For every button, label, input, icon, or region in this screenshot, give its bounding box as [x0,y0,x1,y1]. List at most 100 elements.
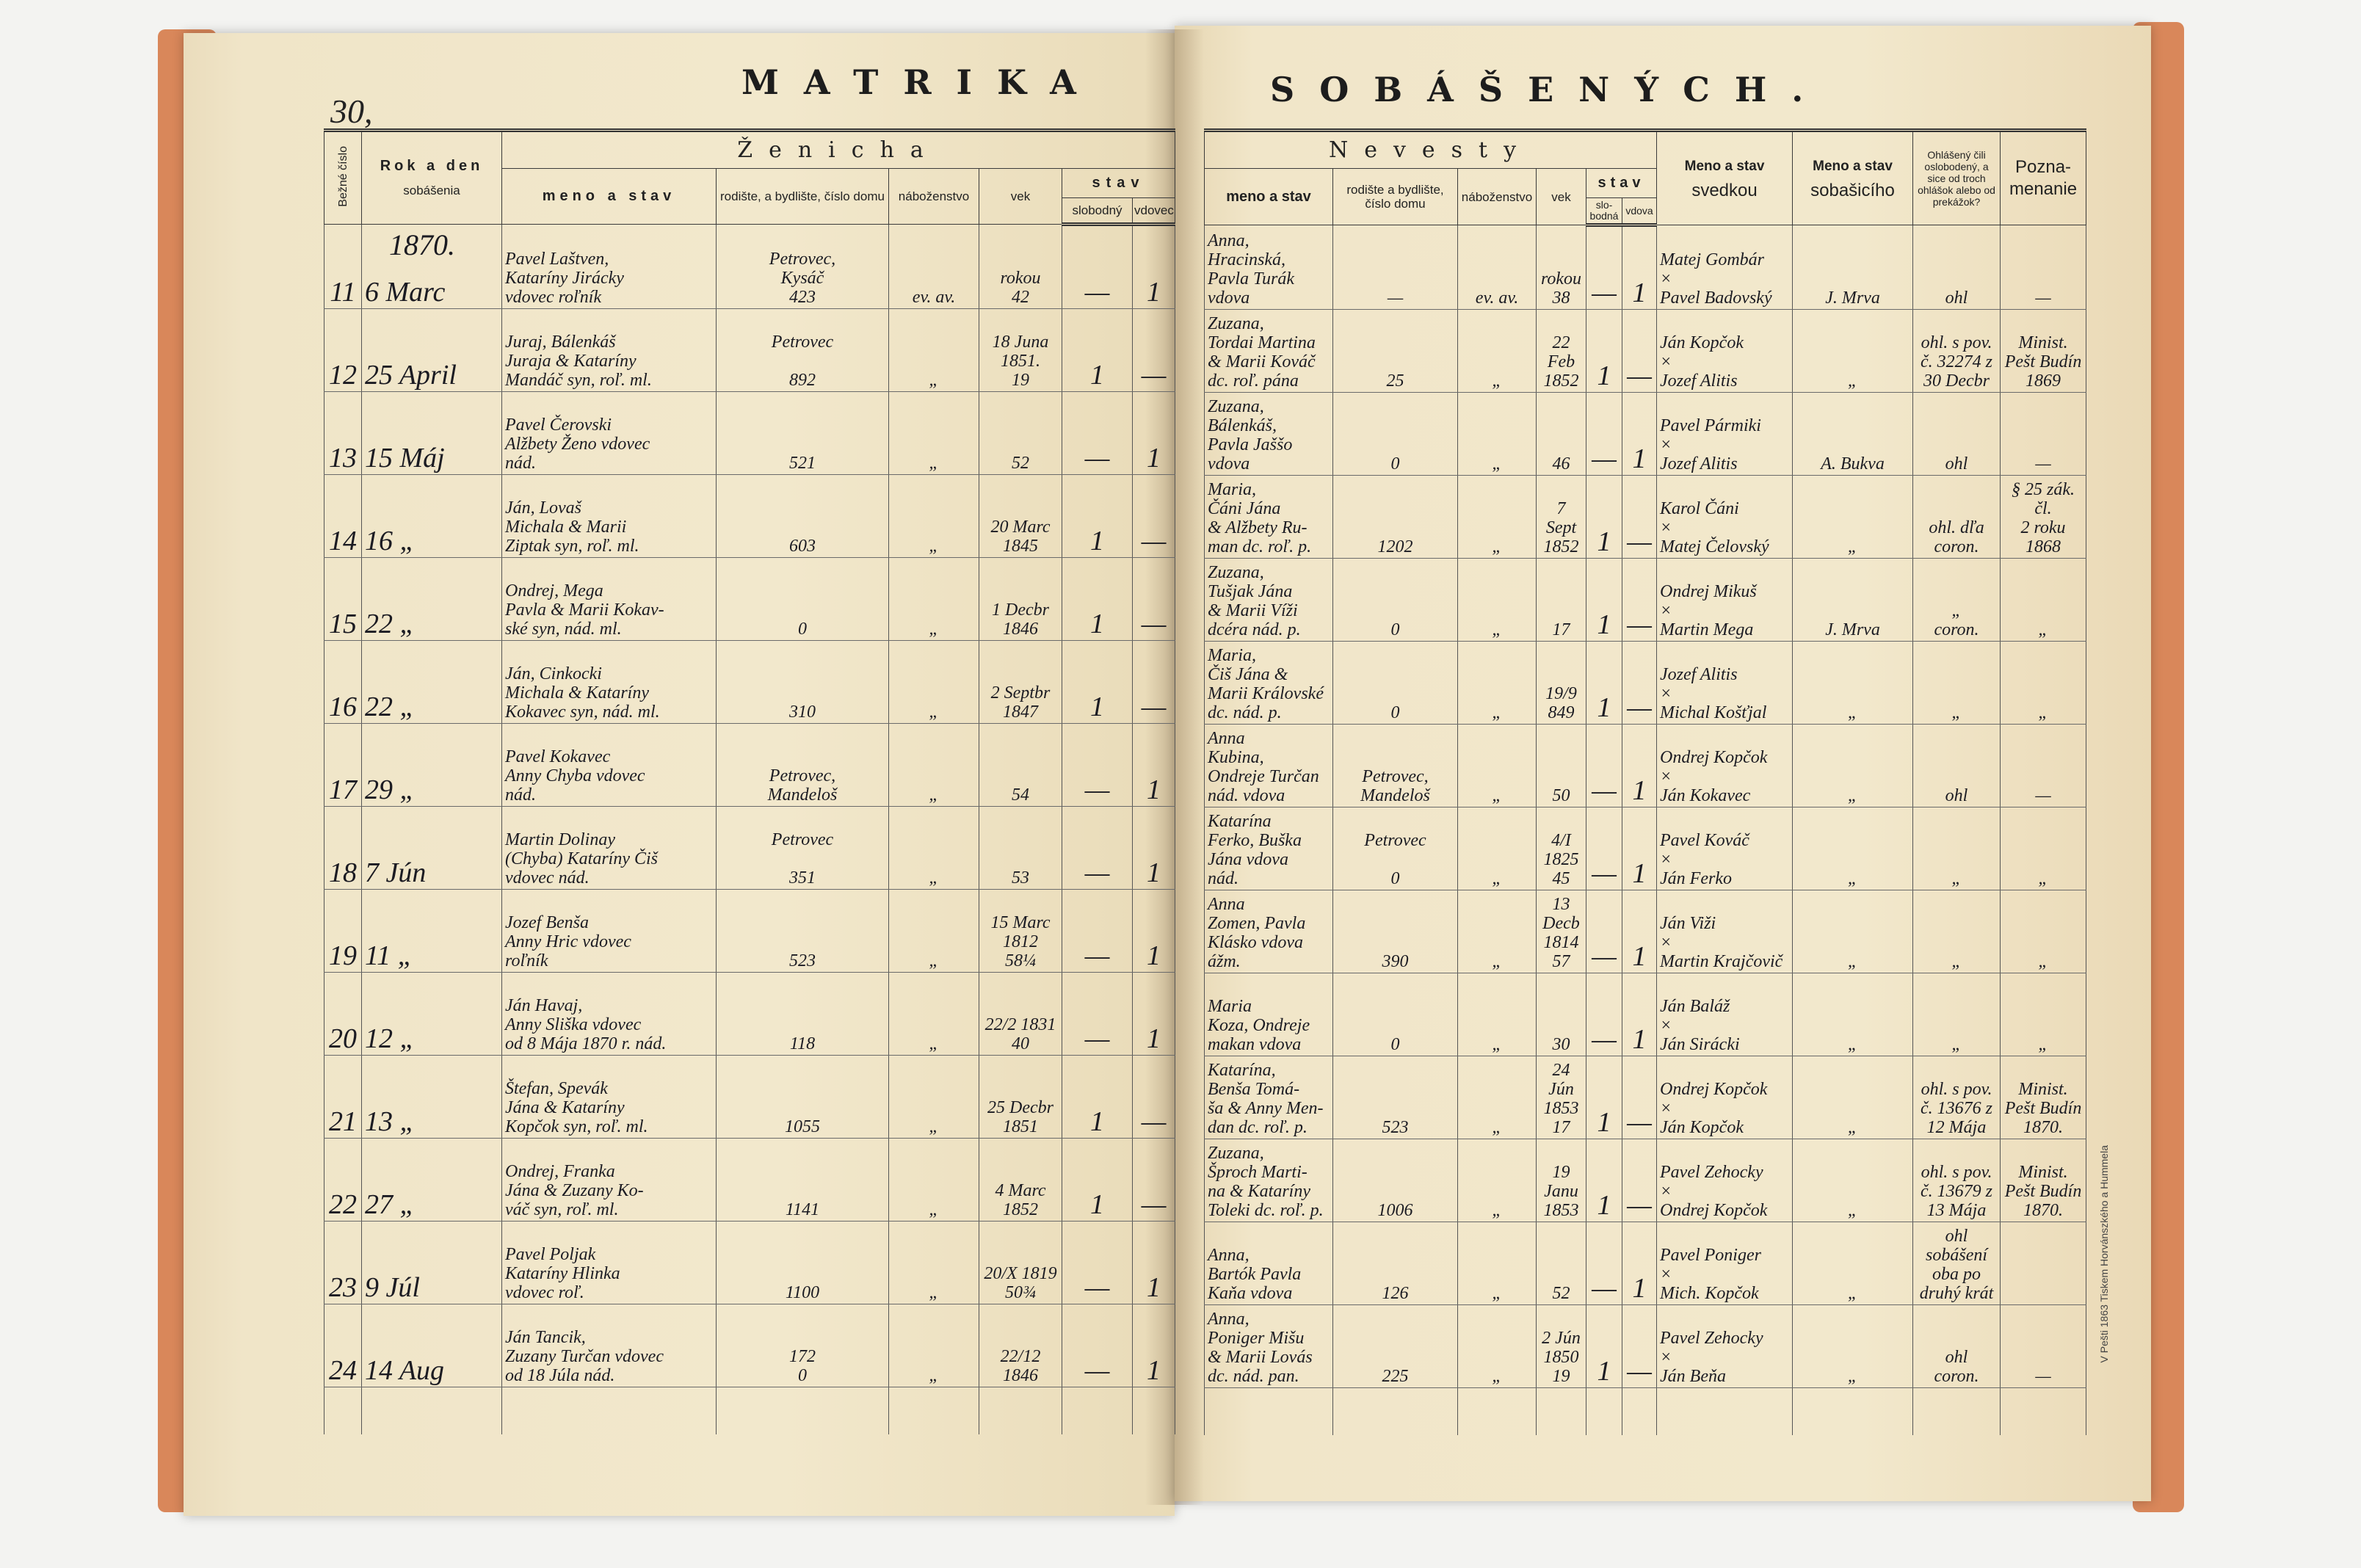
cell-groom-religion: „ [888,1138,979,1222]
cell-groom-residence: 172 0 [716,1304,889,1387]
cell-groom-age: 22/2 1831 40 [979,972,1062,1056]
cell-witnesses: Ondrej Mikuš × Martin Mega [1656,558,1794,642]
cell-groom-widower: — [1131,474,1176,558]
cell-bride-single: 1 [1586,558,1622,642]
cell-marriage-date: 29 „ [361,723,502,807]
cell-bride-age: 13 Decb 1814 57 [1536,890,1586,973]
cell-groom-age: 15 Marc 1812 58¼ [979,889,1062,973]
cell-groom-residence: 521 [716,391,889,475]
cell-officiant: „ [1792,309,1914,393]
cell-groom-age: 1 Decbr 1846 [979,557,1062,641]
cell-bride-residence: 523 [1332,1056,1458,1139]
cell-groom-single: — [1062,1304,1133,1387]
cell-groom-religion: „ [888,889,979,973]
cell-groom-name: Ondrej, Mega Pavla & Marii Kokav- ské sy… [501,557,717,641]
cell-groom-single: — [1062,972,1133,1056]
cell-groom-widower: — [1131,1138,1176,1222]
header-notes: Pozna-menanie [2000,128,2087,225]
cell-groom-widower: — [1131,1055,1176,1139]
cell-banns: „ [1912,641,2001,725]
cell-bride-name: Katarína Ferko, Buška Jána vdova nád. [1204,807,1333,890]
header-bride-widow: vdova [1621,197,1658,227]
cell-groom-residence: 1055 [716,1055,889,1139]
cell-marriage-date: 14 Aug [361,1304,502,1387]
table-row: Zuzana, Bálenkáš, Pavla Jaššo vdova 0 „ 46—… [1204,392,2087,476]
cell-bride-religion: „ [1457,1139,1537,1222]
cell-groom-name: Ján, Lovaš Michala & Marii Ziptak syn, r… [501,474,717,558]
cell-entry-number: 17 [324,723,362,807]
cell-groom-name: Štefan, Spevák Jána & Kataríny Kopčok sy… [501,1055,717,1139]
cell-groom-widower: — [1131,557,1176,641]
cell-marriage-date: 16 „ [361,474,502,558]
cell-groom-name: Pavel Čerovski Alžbety Ženo vdovec nád. [501,391,717,475]
cell-groom-residence: 118 [716,972,889,1056]
cell-notes: „ [2000,890,2087,973]
empty-cell [1792,1387,1914,1435]
table-row: 12 25 April Juraj, Bálenkáš Juraja & Katar… [324,308,1176,392]
title-sobasenych: SOBÁŠENÝCH. [1270,70,1829,109]
cell-marriage-date: 15 Máj [361,391,502,475]
table-row: Anna, Poniger Mišu & Marii Lovás dc. nád… [1204,1304,2087,1388]
header-groom-place: rodište, a bydlište, číslo domu [716,168,889,225]
cell-banns: ohl coron. [1912,1304,2001,1388]
cell-groom-name: Pavel Kokavec Anny Chyba vdovec nád. [501,723,717,807]
table-row: 14 16 „ Ján, Lovaš Michala & Marii Ziptak … [324,474,1176,558]
table-row: Katarína, Benša Tomá- ša & Anny Men- dan… [1204,1056,2087,1139]
cell-notes: „ [2000,973,2087,1056]
cell-bride-residence: 0 [1332,641,1458,725]
cell-bride-widow: — [1621,1304,1658,1388]
empty-cell [1912,1387,2001,1435]
cell-groom-residence: Petrovec, Kysáč 423 [716,224,889,309]
header-bride-status: stav [1585,168,1658,198]
cell-groom-residence: 1100 [716,1221,889,1304]
cell-bride-widow: 1 [1621,807,1658,890]
cell-groom-religion: „ [888,308,979,392]
header-bride: Nevesty [1203,128,1658,169]
cell-banns: ohl. s pov. č. 13679 z 13 Mája [1912,1139,2001,1222]
cell-entry-number: 20 [324,972,362,1056]
cell-bride-single: 1 [1586,1056,1622,1139]
cell-bride-residence: 0 [1332,558,1458,642]
cell-groom-religion: „ [888,474,979,558]
cell-groom-name: Pavel Poljak Kataríny Hlinka vdovec roľ. [501,1221,717,1304]
cell-bride-religion: „ [1457,392,1537,476]
header-officiant: Meno a stav sobašicího [1792,128,1914,225]
cell-entry-number: 18 [324,806,362,890]
cell-bride-religion: „ [1457,724,1537,807]
cell-banns: ohl [1912,392,2001,476]
cell-bride-single: — [1586,807,1622,890]
cell-witnesses: Pavel Zehocky × Ondrej Kopčok [1656,1139,1794,1222]
header-groom-widower: vdovec [1131,197,1176,226]
empty-cell [501,1387,717,1434]
cell-witnesses: Matej Gombár × Pavel Badovský [1656,225,1794,310]
table-row: Maria, Čiš Jána & Marii Královské dc. ná… [1204,641,2087,725]
cell-groom-single: — [1062,806,1133,890]
cell-bride-widow: 1 [1621,973,1658,1056]
cell-groom-name: Jozef Benša Anny Hric vdovec roľník [501,889,717,973]
empty-cell [1536,1387,1586,1435]
cell-notes: Minist. Pešt Budín 1870. [2000,1056,2087,1139]
cell-witnesses: Jozef Alitis × Michal Košťjal [1656,641,1794,725]
cell-entry-number: 22 [324,1138,362,1222]
cell-marriage-date: 22 „ [361,640,502,724]
cell-witnesses: Ján Baláž × Ján Sirácki [1656,973,1794,1056]
cell-bride-age: 2 Jún 1850 19 [1536,1304,1586,1388]
cell-groom-single: — [1062,889,1133,973]
cell-bride-single: — [1586,1222,1622,1305]
cell-groom-widower: 1 [1131,723,1176,807]
empty-cell [1062,1387,1133,1434]
cell-bride-age: 30 [1536,973,1586,1056]
cell-groom-name: Juraj, Bálenkáš Juraja & Kataríny Mandáč… [501,308,717,392]
cell-groom-religion: „ [888,972,979,1056]
table-row: 21 13 „ Štefan, Spevák Jána & Kataríny Kop… [324,1055,1176,1139]
table-row: Zuzana, Šproch Marti- na & Kataríny Tole… [1204,1139,2087,1222]
cell-bride-religion: „ [1457,973,1537,1056]
table-row: Anna Zomen, Pavla Klásko vdova ážm. 390 „ 1… [1204,890,2087,973]
cell-groom-single: 1 [1062,557,1133,641]
cell-groom-widower: 1 [1131,806,1176,890]
cell-groom-widower: — [1131,640,1176,724]
cell-groom-single: — [1062,1221,1133,1304]
cell-bride-age: 52 [1536,1222,1586,1305]
cell-bride-name: Anna, Bartók Pavla Kaňa vdova [1204,1222,1333,1305]
cell-banns: „ [1912,973,2001,1056]
